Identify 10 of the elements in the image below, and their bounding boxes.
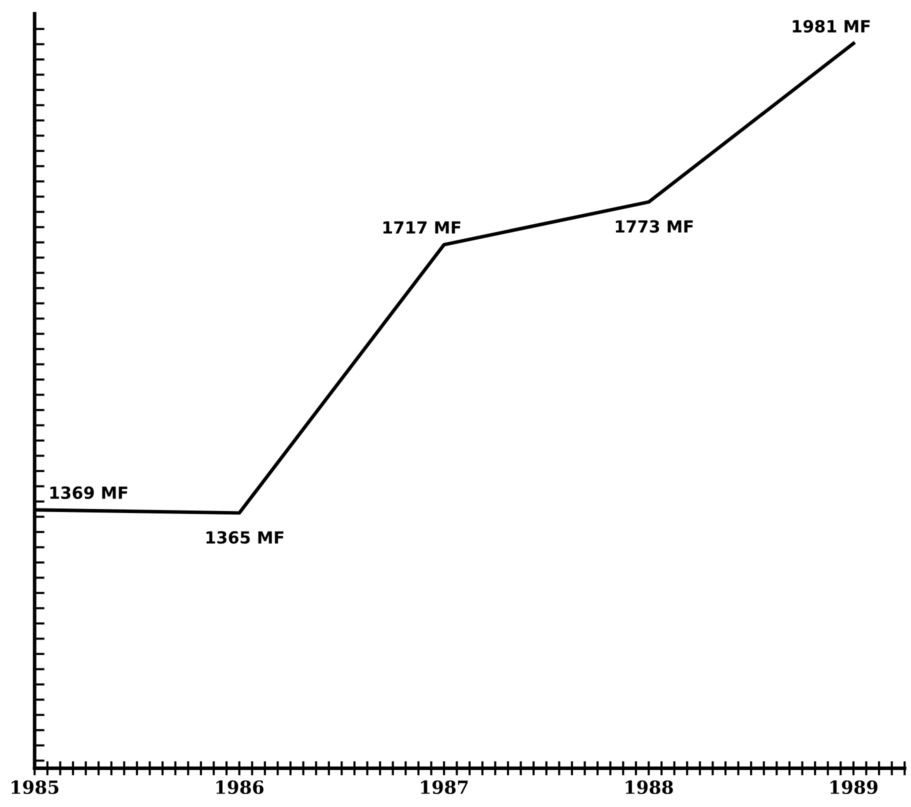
data-label: 1717 MF xyxy=(383,221,460,234)
data-label: 1365 MF xyxy=(206,531,284,544)
data-label: 1773 MF xyxy=(616,220,693,233)
data-label: 1369 MF xyxy=(50,486,128,500)
x-tick-label: 1985 xyxy=(12,780,58,794)
x-tick-label: 1987 xyxy=(421,780,468,794)
data-label: 1981 MF xyxy=(792,20,870,33)
x-tick-label: 1988 xyxy=(626,780,673,794)
x-tick-label: 1986 xyxy=(216,780,264,794)
x-tick-label: 1989 xyxy=(830,780,878,794)
